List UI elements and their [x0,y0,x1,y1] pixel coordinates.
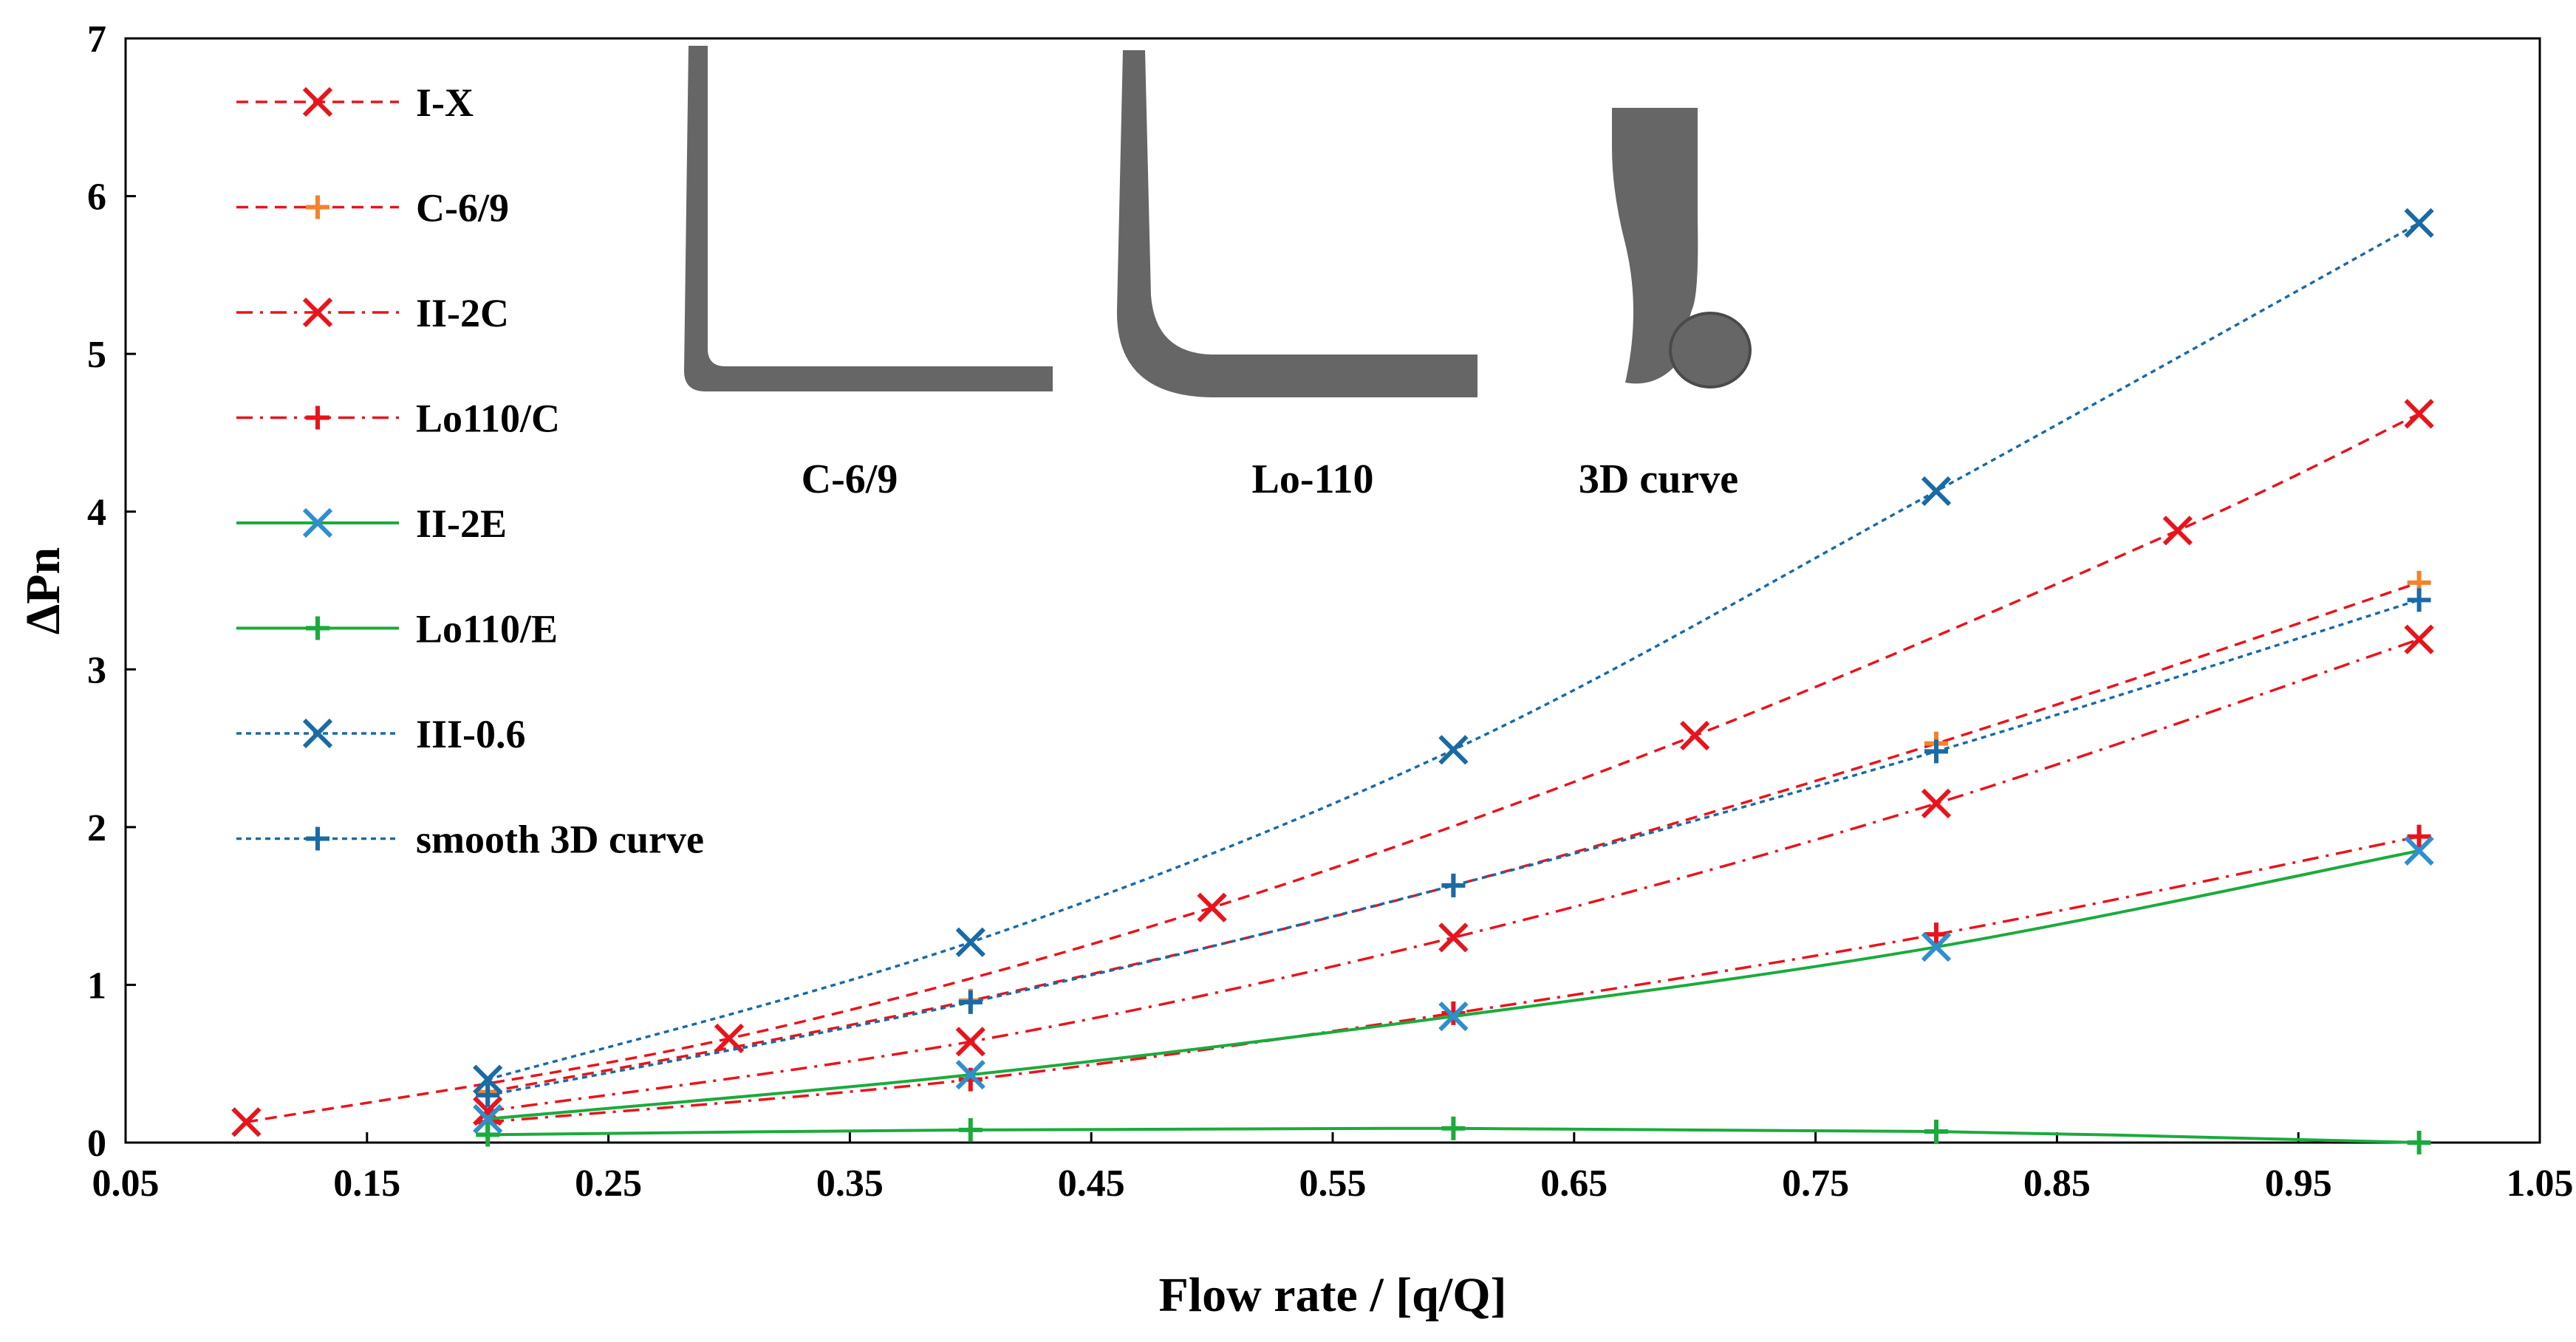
series-line [487,638,2420,1113]
plot-frame [124,37,2541,1144]
inset-lo110-shape [1116,50,1477,397]
inset-label-lo110: Lo-110 [1252,456,1374,502]
y-tick-label: 5 [87,334,106,376]
data-point [958,1067,983,1092]
x-tick-label: 0.35 [816,1163,884,1205]
series-lo110-c [476,824,2431,1134]
inset-label-3dcurve: 3D curve [1579,456,1738,502]
legend-marker [306,405,329,430]
data-point [1921,788,1952,818]
series-line [488,835,2419,1123]
series-lo110-e [476,1116,2431,1154]
data-point [1441,1001,1466,1025]
data-point [1921,476,1952,507]
legend-item: C-6/9 [236,186,509,230]
legend-marker [306,616,329,640]
y-tick-label: 2 [87,807,106,849]
data-point [955,1027,985,1057]
legend-item: smooth 3D curve [236,818,704,862]
legend-item: II-2E [236,501,507,546]
data-point [1924,739,1948,764]
data-point [1438,1002,1469,1032]
y-tick-label: 7 [87,18,106,61]
y-tick-label: 0 [87,1123,106,1165]
data-point [2407,1131,2431,1154]
data-point [2404,624,2434,654]
legend: I-X C-6/9 II-2C Lo110/C II-2E Lo110/E III-0.6 s… [236,81,704,862]
data-point [2407,588,2431,612]
y-tick-label: 4 [87,492,106,534]
x-tick-label: 0.15 [333,1163,400,1205]
data-point [2404,399,2434,429]
x-tick-label: 1.05 [2507,1163,2574,1205]
series-smooth-3d-curve [476,588,2431,1107]
legend-label: smooth 3D curve [416,818,704,862]
x-axis-title: Flow rate / [q/Q] [1158,1268,1506,1322]
legend-label: Lo110/C [416,397,560,441]
data-point [1438,735,1469,765]
legend-item: II-2C [236,291,509,335]
legend-item: Lo110/C [236,397,560,441]
legend-marker [302,507,333,538]
data-point [958,1117,983,1142]
data-point [958,990,983,1014]
data-point [473,1103,503,1134]
y-axis-ticks: 0 1 2 3 4 5 6 7 [87,18,136,1165]
x-tick-label: 0.65 [1540,1163,1608,1205]
data-point [476,1083,500,1107]
legend-label: C-6/9 [416,186,509,230]
legend-item: III-0.6 [236,712,526,756]
data-point [1680,720,1710,751]
legend-label: III-0.6 [416,712,526,756]
y-tick-label: 6 [87,177,106,219]
legend-label: Lo110/E [416,607,558,651]
y-axis-title: ΔPn [16,547,70,634]
x-tick-label: 0.45 [1058,1163,1125,1205]
legend-marker [302,86,333,117]
data-point [1924,922,1948,947]
x-tick-label: 0.85 [2023,1163,2091,1205]
x-tick-label: 0.75 [1782,1163,1849,1205]
legend-item: I-X [236,81,474,125]
data-point [2162,516,2193,546]
data-point [1921,932,1952,962]
data-point [2404,208,2434,239]
legend-marker [306,195,329,219]
legend-marker [302,297,333,328]
data-point [2407,824,2431,849]
data-point [955,1060,985,1090]
legend-label: II-2C [416,291,509,335]
data-point [231,1107,262,1137]
series-ii-2c [473,624,2434,1126]
data-point [1441,873,1466,897]
legend-marker [306,826,329,851]
data-point [2404,835,2434,866]
x-tick-label: 0.05 [92,1163,160,1205]
legend-label: II-2E [416,501,507,546]
data-point [1924,1120,1948,1144]
legend-marker [302,718,333,749]
x-axis-ticks: 0.05 0.15 0.25 0.35 0.45 0.55 0.65 0.75 0.85 0.95… [92,1132,2574,1205]
x-tick-label: 0.55 [1299,1163,1367,1205]
series-layer [231,208,2434,1154]
data-point [473,1064,503,1095]
legend-label: I-X [416,81,474,125]
data-point [1441,1116,1466,1140]
x-tick-label: 0.95 [2265,1163,2332,1205]
data-point [1197,892,1227,922]
data-point [955,927,985,957]
series-ii-2e [473,835,2434,1134]
y-tick-label: 1 [87,965,106,1007]
x-tick-label: 0.25 [575,1163,642,1205]
y-tick-label: 3 [87,649,106,691]
legend-item: Lo110/E [236,607,558,651]
data-point [1438,922,1469,953]
inset-3dcurve-shape [1612,108,1752,388]
series-iii-0-6 [473,208,2434,1095]
inset-label-c69: C-6/9 [802,456,898,502]
data-point [476,1123,500,1147]
